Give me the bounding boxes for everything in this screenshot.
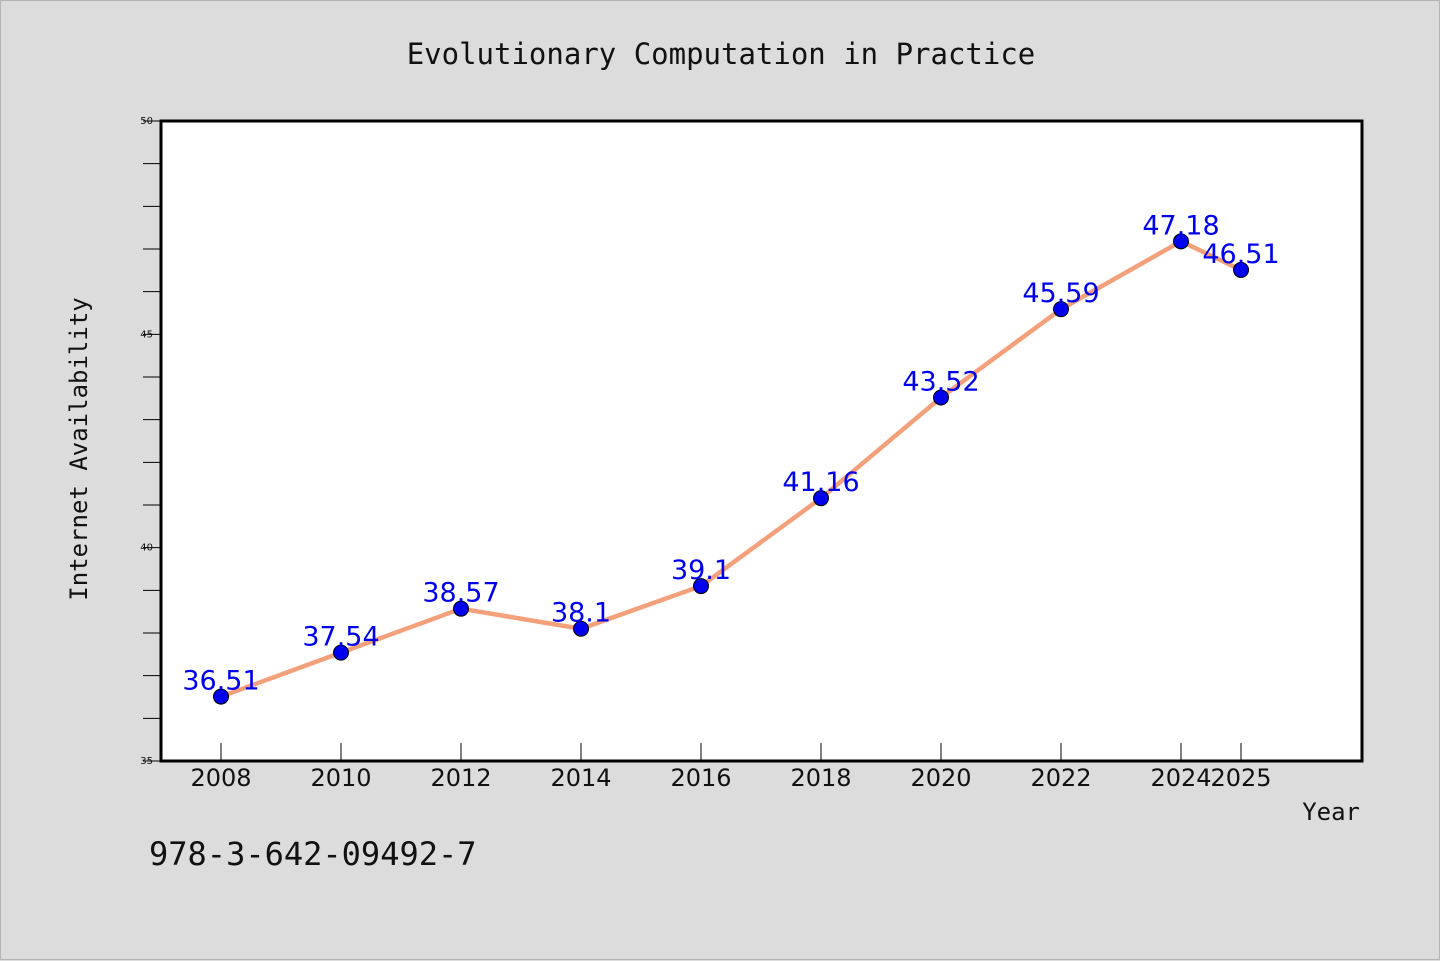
x-tick-label: 2014 bbox=[550, 764, 611, 792]
y-tick-label: 35 bbox=[140, 756, 153, 767]
series-markers bbox=[213, 233, 1249, 705]
data-label: 47.18 bbox=[1142, 210, 1219, 241]
data-point bbox=[1233, 261, 1249, 278]
data-label: 36.51 bbox=[182, 666, 259, 697]
x-tick-label: 2012 bbox=[430, 764, 491, 792]
data-point bbox=[213, 688, 229, 705]
y-tick-label: 45 bbox=[140, 329, 153, 340]
data-label: 41.16 bbox=[782, 467, 859, 498]
series-line-group bbox=[220, 239, 1242, 699]
data-labels: 36.51 37.54 38.57 38.1 39.1 41.16 43.52 45.59 47… bbox=[182, 210, 1279, 696]
plot-frame bbox=[159, 119, 1364, 763]
x-tick-label: 2018 bbox=[790, 764, 851, 792]
y-minor-ticks bbox=[143, 120, 161, 762]
y-tick-label: 40 bbox=[140, 543, 153, 554]
x-tick-label: 2010 bbox=[310, 764, 371, 792]
x-tick-label: 2016 bbox=[670, 764, 731, 792]
x-tick-label: 2022 bbox=[1030, 764, 1091, 792]
x-tick-label: 2020 bbox=[910, 764, 971, 792]
data-label: 45.59 bbox=[1022, 278, 1099, 309]
x-tick-label: 2008 bbox=[190, 764, 251, 792]
data-point bbox=[933, 389, 949, 406]
y-axis-ticks: 35 40 45 50 bbox=[140, 116, 153, 767]
data-point bbox=[573, 620, 589, 637]
chart-title: Evolutionary Computation in Practice bbox=[407, 37, 1036, 71]
data-point bbox=[693, 578, 709, 595]
series-line bbox=[220, 239, 1242, 699]
data-point bbox=[1173, 233, 1189, 250]
plot-area bbox=[161, 121, 1362, 761]
data-label: 46.51 bbox=[1202, 239, 1279, 270]
data-point bbox=[1053, 301, 1069, 318]
data-point bbox=[333, 644, 349, 661]
data-label: 39.1 bbox=[671, 555, 731, 586]
data-label: 43.52 bbox=[902, 366, 979, 397]
data-label: 37.54 bbox=[302, 622, 379, 653]
data-label: 38.57 bbox=[422, 578, 499, 609]
data-label: 38.1 bbox=[551, 598, 611, 629]
data-point bbox=[813, 490, 829, 507]
x-axis-label: Year bbox=[1302, 798, 1360, 826]
y-axis-label: Internet Availability bbox=[65, 297, 93, 600]
data-point bbox=[453, 600, 469, 617]
y-tick-label: 50 bbox=[140, 116, 153, 127]
isbn-footer-text: 978-3-642-09492-7 bbox=[149, 835, 477, 873]
x-tick-label: 2025 bbox=[1210, 764, 1271, 792]
x-tick-label: 2024 bbox=[1150, 764, 1211, 792]
